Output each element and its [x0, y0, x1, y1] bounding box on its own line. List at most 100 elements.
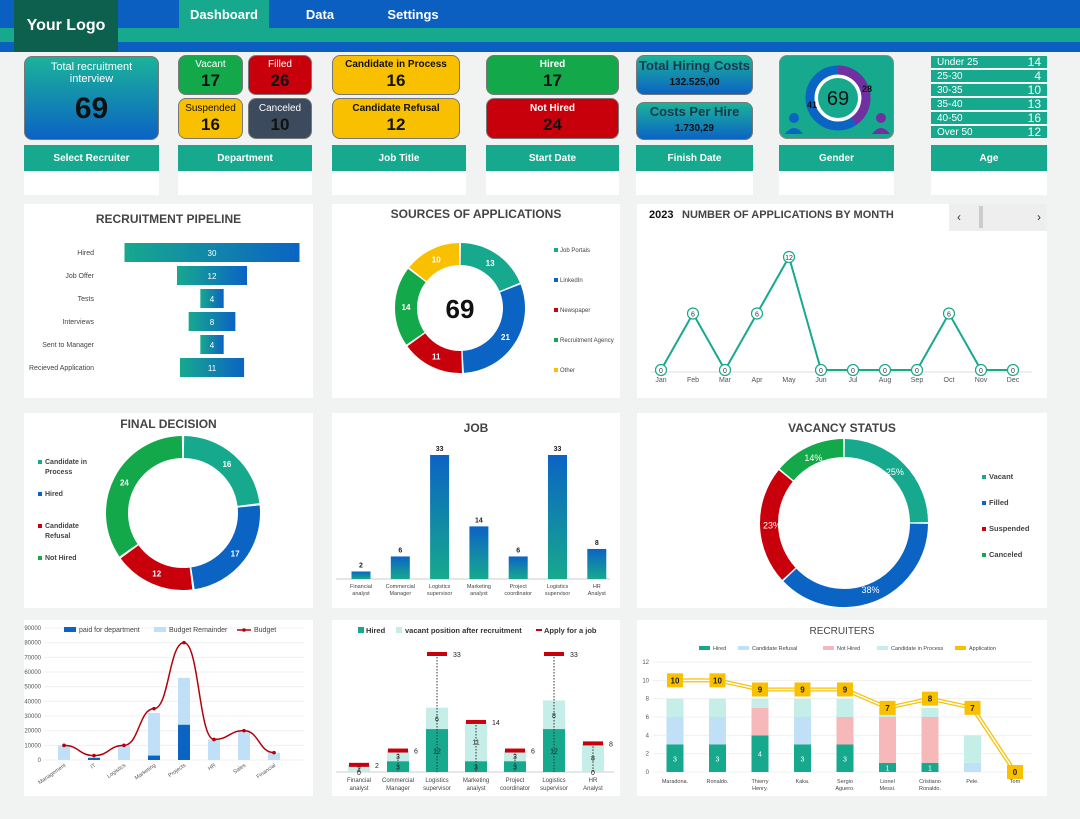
- age-label: Over 50: [937, 126, 973, 138]
- slicer-gender[interactable]: Gender: [779, 145, 894, 171]
- budget-category: Projects: [167, 763, 187, 779]
- budget-point: [212, 737, 216, 742]
- month-point: [910, 363, 924, 377]
- vac-vacant-value: 6: [435, 716, 439, 723]
- slicer-job-title[interactable]: Job Title: [332, 145, 466, 171]
- vac-vacant-value: 8: [552, 713, 556, 720]
- pipeline-bar: [188, 312, 236, 331]
- slicer-department[interactable]: Department: [178, 145, 312, 171]
- slicer-department-items[interactable]: [178, 171, 312, 195]
- age-row[interactable]: Under 25 14: [931, 55, 1047, 69]
- age-value: 4: [1034, 69, 1041, 83]
- costs-per-hire-label: Costs Per Hire: [649, 103, 740, 119]
- not-hired-label: Not Hired: [530, 102, 575, 114]
- rec-bar-seg: [921, 717, 939, 763]
- rec-legend-swatch: [823, 646, 834, 650]
- vac-category: Analyst: [583, 786, 603, 792]
- budget-remainder-bar: [208, 739, 220, 760]
- vac-apply-value: 33: [570, 652, 578, 659]
- job-category: Logistics: [547, 584, 569, 590]
- slicer-finish-date[interactable]: Finish Date: [636, 145, 753, 171]
- slicer-start-date[interactable]: Start Date: [486, 145, 619, 171]
- suspended-value: 16: [201, 114, 220, 134]
- final-legend-label: Not Hired: [45, 555, 77, 562]
- month-value: 12: [785, 255, 793, 262]
- pipeline-value: 4: [210, 341, 215, 350]
- vacancy-legend-swatch: [982, 501, 986, 505]
- rec-legend-swatch: [955, 646, 966, 650]
- gender-donut-hole: [818, 78, 858, 118]
- month-label: Feb: [687, 377, 699, 384]
- final-legend-swatch: [38, 524, 42, 528]
- donut-slice: [120, 545, 193, 590]
- donut-slice: [183, 436, 260, 507]
- final-decision-title: FINAL DECISION: [120, 417, 217, 431]
- final-legend-swatch: [38, 492, 42, 496]
- scroll-right-icon[interactable]: ›: [1037, 210, 1041, 224]
- budget-point: [62, 743, 66, 748]
- rec-app-marker: [667, 673, 683, 688]
- slicer-age[interactable]: Age: [931, 145, 1047, 171]
- donut-slice: [462, 284, 525, 373]
- budget-remainder-bar: [148, 713, 160, 760]
- vac-category: HR: [589, 778, 598, 784]
- tab-data[interactable]: Data: [305, 6, 335, 22]
- job-category: analyst: [352, 591, 370, 597]
- budget-remainder-bar: [238, 730, 250, 760]
- sources-legend-label: Recruitment Agency: [560, 338, 614, 344]
- recruiters-panel: RECRUITERS 0 2 4 6 8 10 12 3 Maradona. 3 Ronaldo. 4…: [637, 620, 1047, 796]
- slicer-recruiter-items[interactable]: [24, 171, 159, 195]
- vacancy-legend-label: Filled: [989, 498, 1009, 507]
- rec-app-marker: [752, 682, 768, 697]
- suspended-card: Suspended 16: [178, 98, 243, 139]
- vacancy-status-panel: VACANCY STATUS 25% 38% 23% 14% Vacant Filled S…: [637, 413, 1047, 608]
- rec-ytick: 4: [646, 733, 650, 739]
- vac-category: Manager: [386, 786, 410, 792]
- slicer-job-title-items[interactable]: [332, 171, 466, 195]
- job-title: JOB: [463, 421, 489, 435]
- age-row[interactable]: Over 50 12: [931, 125, 1047, 139]
- vac-vacant-bar: [387, 750, 409, 762]
- donut-label: 21: [501, 333, 510, 342]
- age-row[interactable]: 25-30 4: [931, 69, 1047, 83]
- slicer-age-items[interactable]: [931, 171, 1047, 195]
- sources-legend-label: Job Portals: [560, 248, 590, 254]
- budget-ytick: 50000: [24, 685, 41, 691]
- scroll-left-icon[interactable]: ‹: [957, 210, 961, 224]
- month-point: [686, 307, 700, 320]
- rec-ytick: 0: [646, 770, 650, 776]
- job-category: supervisor: [427, 591, 453, 597]
- total-interview-label: Total recruitment interview: [50, 61, 133, 85]
- tab-settings[interactable]: Settings: [387, 6, 439, 22]
- vac-category: Logistics: [542, 778, 565, 784]
- rec-bar-seg: [836, 717, 854, 745]
- slicer-gender-items[interactable]: [779, 171, 894, 195]
- age-row[interactable]: 40-50 16: [931, 111, 1047, 125]
- rec-legend-label: Application: [969, 646, 996, 652]
- budget-panel: 0 10000 20000 30000 40000 50000 60000 70000 8000…: [24, 620, 313, 796]
- rec-hired-value: 3: [801, 756, 805, 763]
- slicer-select-recruiter[interactable]: Select Recruiter: [24, 145, 159, 171]
- budget-ytick: 40000: [24, 699, 41, 705]
- age-value: 14: [1027, 55, 1041, 69]
- budget-legend-label: paid for department: [79, 627, 140, 634]
- filled-label: Filled: [268, 59, 292, 70]
- sources-legend-swatch: [554, 308, 558, 312]
- vac-vacant-value: 3: [513, 754, 517, 761]
- scroll-thumb[interactable]: [979, 206, 983, 228]
- candidate-in-process-label: Candidate in Process: [345, 59, 447, 70]
- slicer-start-date-items[interactable]: [486, 171, 619, 195]
- vac-legend-swatch: [358, 627, 364, 633]
- job-category: supervisor: [545, 591, 571, 597]
- filled-card: Filled 26: [248, 55, 312, 95]
- gender-female-value: 28: [862, 84, 872, 94]
- month-scroller[interactable]: ‹ ›: [949, 204, 1047, 231]
- job-category: HR: [593, 584, 601, 590]
- slicer-finish-date-items[interactable]: [636, 171, 753, 195]
- rec-bar-seg: [666, 698, 684, 717]
- tab-dashboard[interactable]: Dashboard: [179, 0, 269, 28]
- vac-apply-value: 14: [492, 720, 500, 727]
- age-row[interactable]: 30-35 10: [931, 83, 1047, 97]
- vac-legend-swatch: [396, 627, 402, 633]
- age-row[interactable]: 35-40 13: [931, 97, 1047, 111]
